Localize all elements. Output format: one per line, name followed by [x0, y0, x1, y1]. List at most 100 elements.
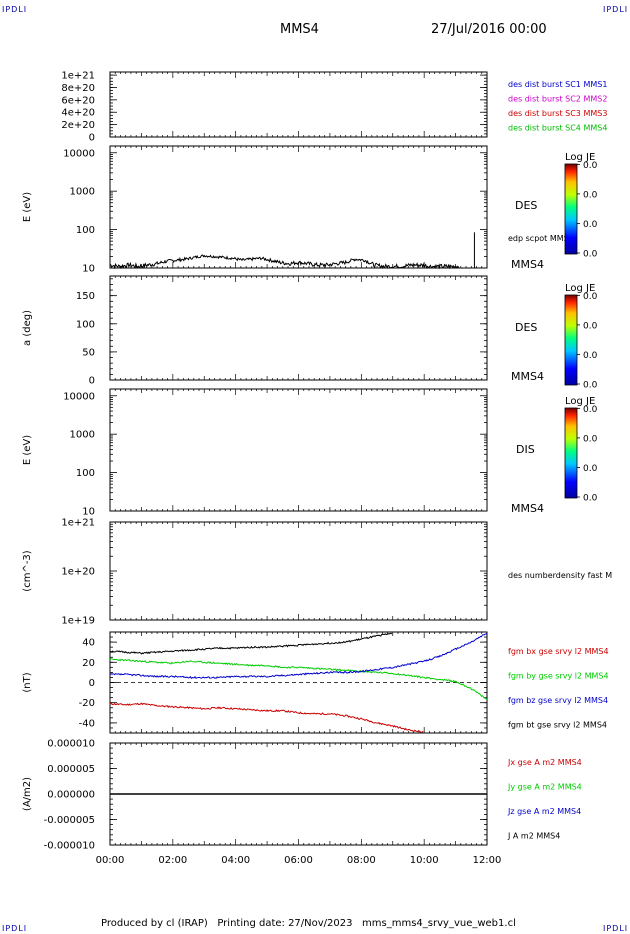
ytick-label: 4e+20: [61, 108, 95, 119]
ytick-label: 40: [82, 638, 95, 649]
footer-text: Produced by cl (IRAP) Printing date: 27/…: [101, 918, 516, 929]
colorbar-4: [564, 407, 578, 499]
legend-b-4: fgm bt gse srvy l2 MMS4: [508, 721, 607, 730]
ytick-label: 10: [82, 507, 95, 518]
panel-ylabel-2: E (eV): [22, 192, 33, 222]
b-series-line-2: [109, 658, 488, 701]
b-series-line-3: [109, 632, 488, 679]
b-series-line-1: [109, 702, 424, 733]
panel-yticks-4: [110, 395, 487, 512]
ytick-label: 0: [89, 678, 95, 689]
legend-b-1: fgm bx gse srvy l2 MMS4: [508, 647, 609, 656]
colorbar-tick-label: 0.0: [583, 190, 598, 200]
ytick-label: 100: [76, 468, 95, 479]
ytick-label: 10000: [63, 148, 95, 159]
colorbar-tick-label: 0.0: [583, 220, 598, 230]
panel-ylabel-6: (nT): [22, 672, 33, 692]
ytick-label: -40: [79, 718, 95, 729]
colorbar-title-3: Log JE: [565, 283, 595, 294]
xtick-label: 04:00: [221, 855, 250, 866]
colorbar-3: [564, 294, 578, 386]
panel-ylabel-3: a (deg): [22, 310, 33, 346]
panel-minor-ticks-7: [109, 743, 488, 845]
colorbar-tick-label: 0.0: [583, 292, 598, 302]
xtick-label: 10:00: [410, 855, 439, 866]
legend-density: des numberdensity fast M: [508, 571, 612, 580]
panel-yticks-3: [110, 278, 487, 381]
xtick-label: 02:00: [158, 855, 187, 866]
colorbar-title-2: Log JE: [565, 152, 595, 163]
ytick-label: -0.000005: [44, 815, 95, 826]
panel-label-dis-energy: DIS: [516, 443, 535, 456]
corner-bottom-left: IPDLI: [2, 924, 28, 933]
legend-burst-3: des dist burst SC3 MMS3: [508, 109, 607, 118]
panel-ylabel-5: (cm^-3): [22, 550, 33, 591]
colorbar-tick-label: 0.0: [583, 434, 598, 444]
legend-j-1: Jx gse A m2 MMS4: [507, 758, 582, 767]
ytick-label: 1000: [70, 430, 95, 441]
colorbar-tick-label: 0.0: [583, 351, 598, 361]
xtick-label: 08:00: [347, 855, 376, 866]
ytick-label: 6e+20: [61, 95, 95, 106]
panel-yticks-5: [110, 521, 487, 621]
ytick-label: 2e+20: [61, 120, 95, 131]
legend-j-3: Jz gse A m2 MMS4: [507, 807, 581, 816]
ytick-label: 0.000000: [47, 790, 95, 801]
legend-b-3: fgm bz gse srvy l2 MMS4: [508, 696, 608, 705]
ytick-label: 1e+20: [61, 567, 95, 578]
plot-date: 27/Jul/2016 00:00: [431, 22, 547, 37]
colorbar-tick-label: 0.0: [583, 321, 598, 331]
ytick-label: 0: [89, 133, 95, 144]
ytick-label: 0.000010: [47, 739, 95, 750]
ytick-label: 20: [82, 658, 95, 669]
panel-frame-4: [109, 388, 488, 512]
colorbar-tick-label: 0.0: [583, 250, 598, 260]
panel-ylabel-7: (A/m2): [22, 777, 33, 811]
ytick-label: 1e+21: [61, 518, 95, 529]
ytick-label: 100: [76, 225, 95, 236]
panel-yticks-2: [110, 152, 487, 269]
ytick-label: 10: [82, 264, 95, 275]
panel-minor-ticks-3: [109, 276, 488, 380]
spacecraft-label-3: MMS4: [511, 370, 544, 383]
ytick-label: 0: [89, 376, 95, 387]
legend-b-2: fgm by gse srvy l2 MMS4: [508, 672, 609, 681]
panel-minor-ticks-1: [109, 72, 488, 137]
panel-minor-ticks-2: [109, 146, 488, 268]
corner-top-left: IPDLI: [2, 5, 28, 14]
panel-frame-1: [109, 71, 488, 138]
panel-yticks-1: [110, 71, 487, 138]
panel-ylabel-4: E (eV): [22, 435, 33, 465]
corner-bottom-right: IPDLI: [603, 924, 629, 933]
overlay-label-scpot: edp scpot MMS4: [508, 234, 574, 243]
legend-j-2: Jy gse A m2 MMS4: [507, 783, 582, 792]
panel-frame-5: [109, 521, 488, 621]
legend-burst-4: des dist burst SC4 MMS4: [508, 124, 607, 133]
ytick-label: 150: [76, 291, 95, 302]
panel-frame-3: [109, 275, 488, 381]
corner-top-right: IPDLI: [603, 5, 629, 14]
spacecraft-label-4: MMS4: [511, 502, 544, 515]
legend-j-4: J A m2 MMS4: [507, 832, 560, 841]
panel-label-des-pitch: DES: [515, 321, 537, 334]
panel-minor-ticks-6: [109, 632, 488, 733]
xtick-label: 06:00: [284, 855, 313, 866]
ytick-label: 50: [82, 347, 95, 358]
colorbar-tick-label: 0.0: [583, 494, 598, 504]
ytick-label: -0.000010: [44, 841, 95, 852]
panel-label-des-energy: DES: [515, 199, 537, 212]
panel-minor-ticks-4: [109, 389, 488, 511]
ytick-label: 10000: [63, 391, 95, 402]
ytick-label: 8e+20: [61, 83, 95, 94]
scpot-line: [109, 254, 460, 270]
ytick-label: 100: [76, 319, 95, 330]
ytick-label: -20: [79, 698, 95, 709]
colorbar-tick-label: 0.0: [583, 464, 598, 474]
colorbar-tick-label: 0.0: [583, 405, 598, 415]
ytick-label: 1000: [70, 187, 95, 198]
page-title: MMS4: [280, 22, 319, 37]
xtick-label: 12:00: [473, 855, 502, 866]
ytick-label: 0.000005: [47, 764, 95, 775]
panel-minor-ticks-5: [109, 522, 488, 620]
